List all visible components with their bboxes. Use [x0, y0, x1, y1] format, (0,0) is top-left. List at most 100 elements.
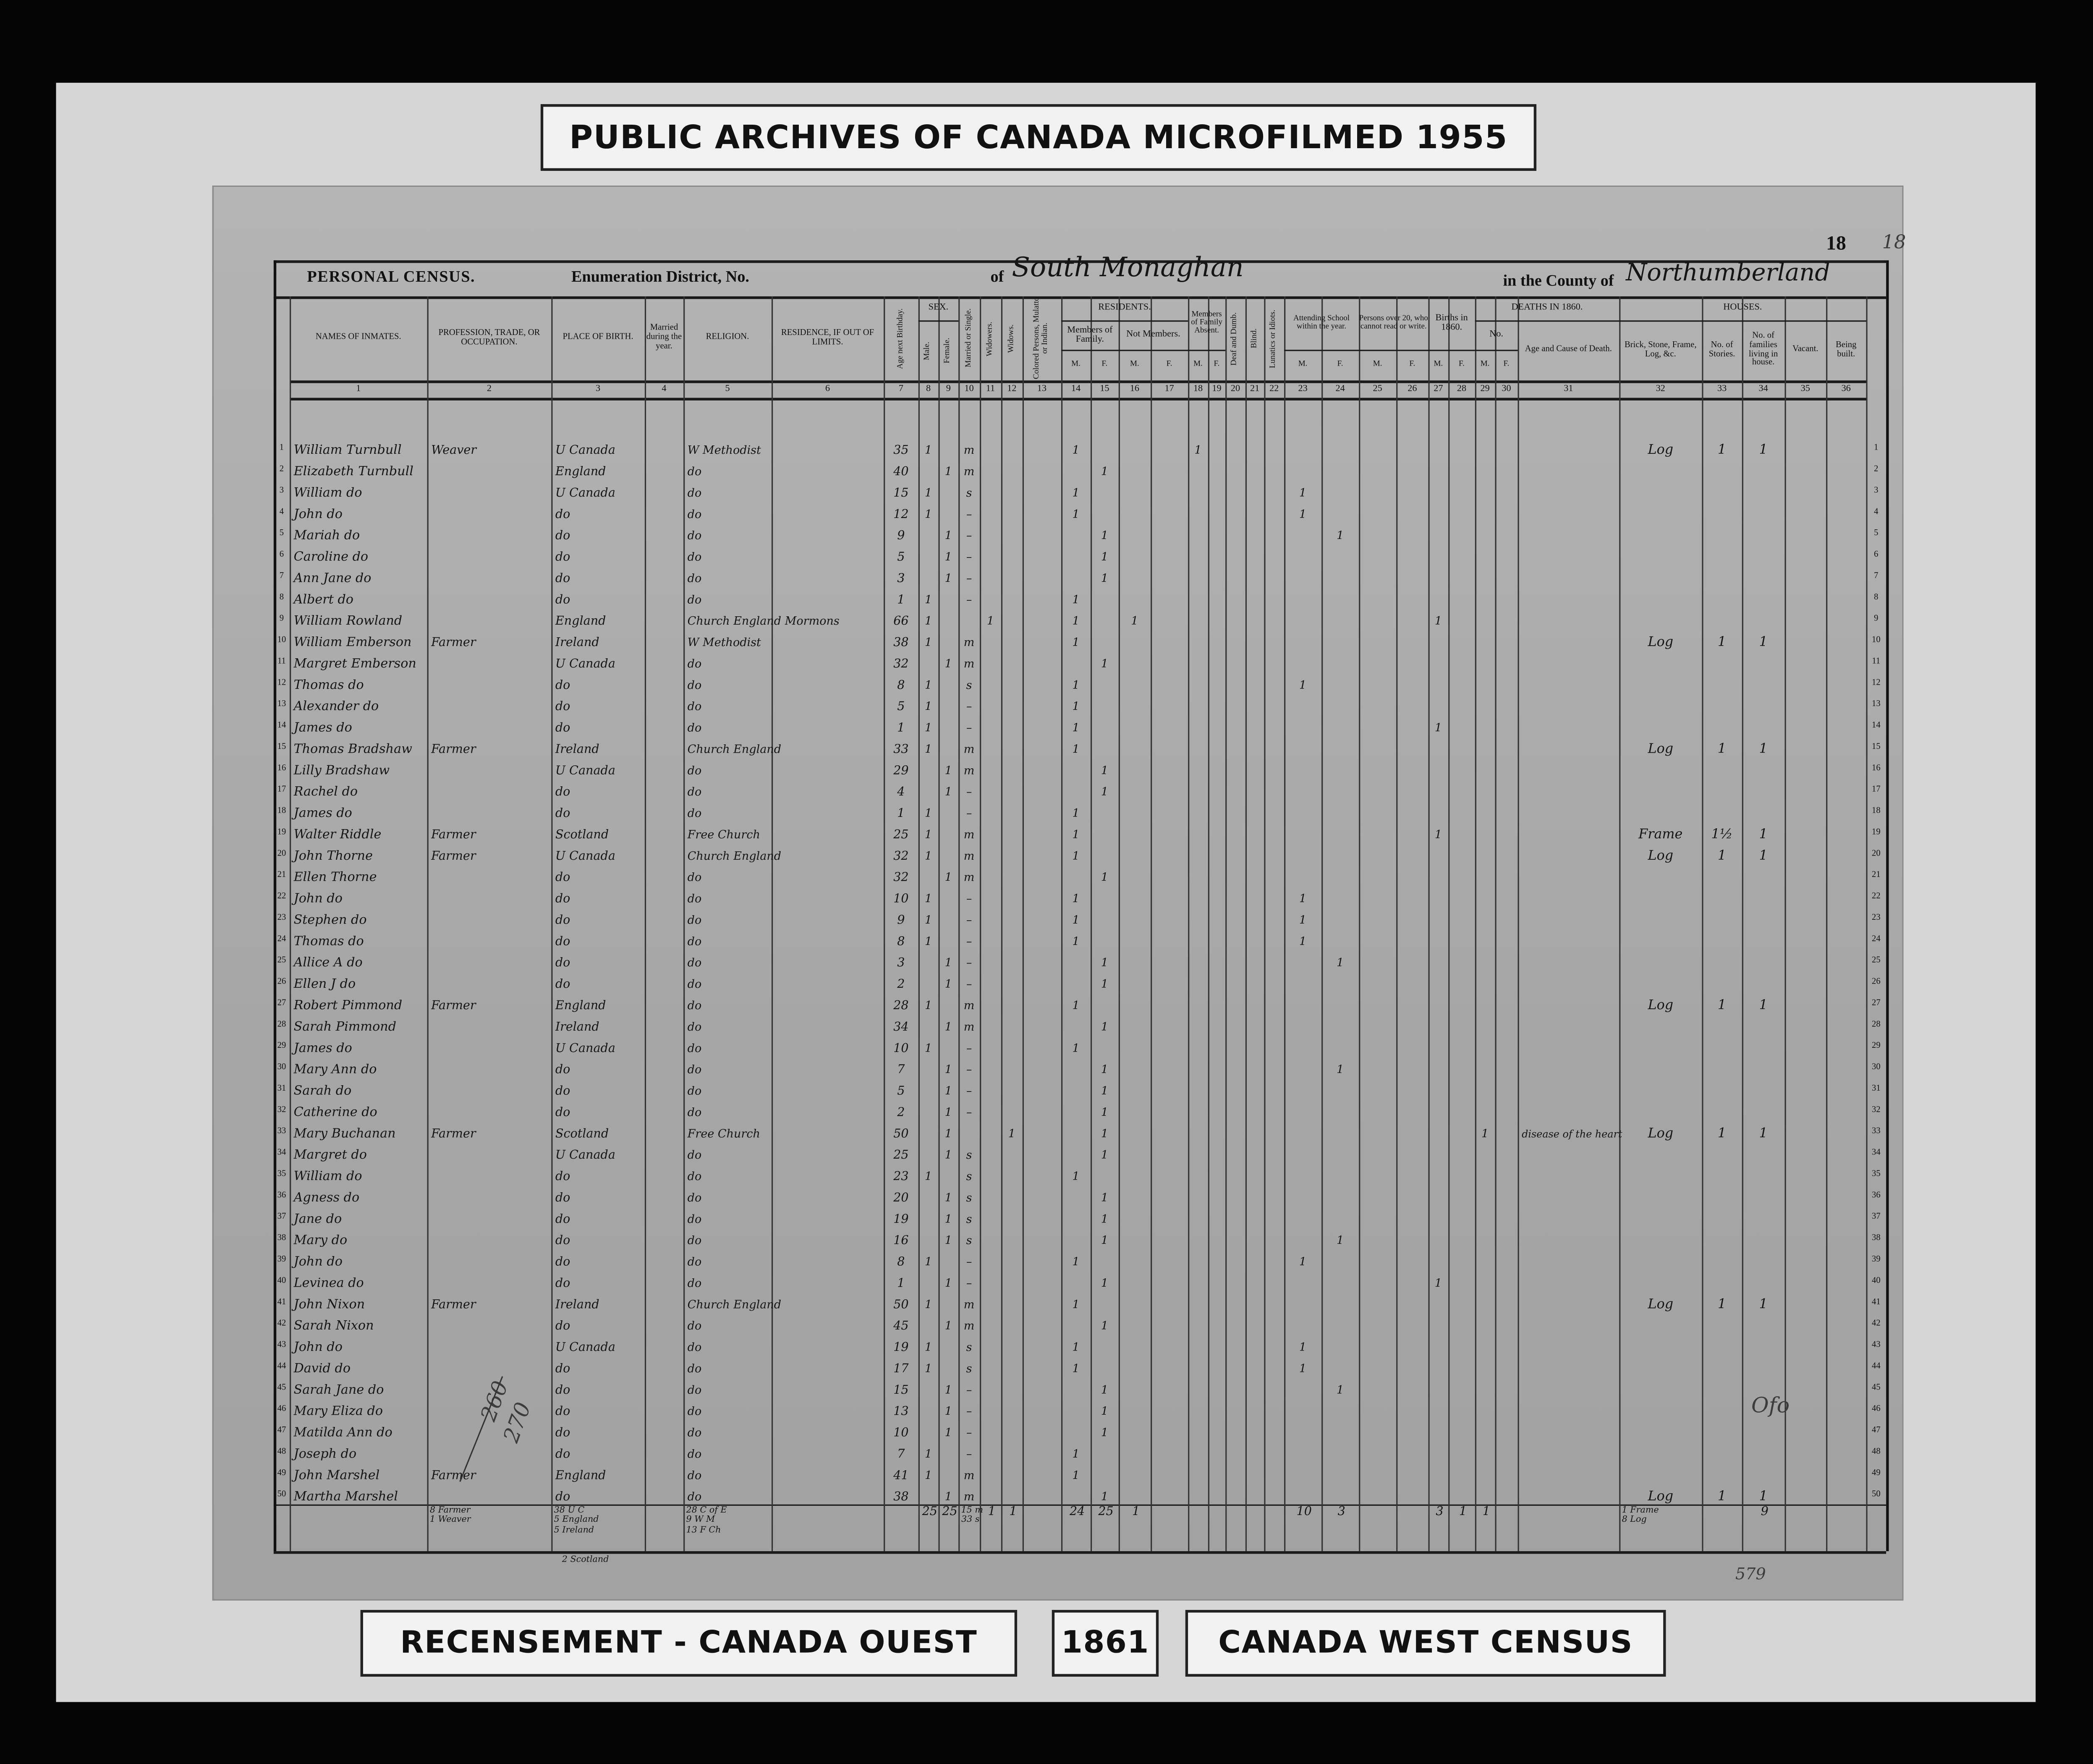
cell-col-9: 1 — [944, 1235, 952, 1248]
cell-col-3: do — [555, 594, 570, 607]
cell-col-14: 1 — [1072, 444, 1080, 458]
cell-col-7: 9 — [897, 914, 905, 928]
column-header-label: M. — [1434, 361, 1443, 369]
cell-col-1: James do — [293, 806, 352, 821]
cell-col-14: 1 — [1072, 594, 1080, 607]
cell-col-3: do — [555, 1491, 570, 1505]
column-header-29: M. — [1475, 350, 1495, 380]
cell-col-3: England — [555, 615, 606, 629]
cell-col-12: 1 — [1008, 1128, 1015, 1141]
row-number-left: 41 — [277, 1297, 286, 1307]
cell-col-14: 1 — [1072, 722, 1080, 736]
cell-col-10: m — [963, 1491, 975, 1505]
column-header-label: Colored Persons, Mulatto or Indian. — [1033, 297, 1050, 379]
cell-col-1: Thomas Bradshaw — [293, 742, 412, 757]
cell-col-3: do — [555, 1384, 570, 1398]
cell-col-1: William Emberson — [293, 635, 412, 650]
cell-col-1: Sarah do — [293, 1084, 352, 1099]
cell-col-5: do — [687, 1213, 702, 1227]
cell-col-1: Allice A do — [293, 955, 363, 971]
cell-col-10: – — [966, 936, 972, 949]
row-number-right: 27 — [1872, 998, 1881, 1008]
cell-col-10: s — [966, 1213, 972, 1227]
column-header-9: Female. — [938, 320, 958, 380]
column-number: 18 — [1193, 383, 1203, 394]
cell-col-10: s — [966, 1363, 972, 1377]
column-header-label: Vacant. — [1792, 344, 1818, 354]
cell-col-3: do — [555, 1320, 570, 1334]
house-col-32: Log — [1648, 443, 1674, 458]
header-bottom-rule — [290, 380, 1866, 383]
house-col-33: 1½ — [1711, 827, 1733, 843]
cell-col-3: do — [555, 1085, 570, 1099]
cell-col-1: David do — [293, 1361, 351, 1377]
cell-col-5: do — [687, 594, 702, 607]
district-name: South Monaghan — [1012, 251, 1244, 283]
row-number-right: 6 — [1874, 550, 1878, 560]
totals-rule — [273, 1504, 1886, 1506]
column-header-label: Age and Cause of Death. — [1525, 344, 1612, 354]
row-number-left: 18 — [277, 806, 286, 816]
column-number: 9 — [946, 383, 951, 394]
cell-col-5: do — [687, 551, 702, 565]
cell-col-8: 1 — [924, 829, 932, 843]
group-header-not-members: Not Members. — [1126, 329, 1180, 340]
cell-col-5: do — [687, 573, 702, 586]
cell-col-3: do — [555, 1427, 570, 1441]
row-number-right: 29 — [1872, 1041, 1881, 1051]
cell-col-14: 1 — [1072, 636, 1080, 650]
column-header-label: Male. — [924, 341, 932, 360]
cell-col-1: Agness do — [293, 1191, 360, 1206]
cell-col-3: U Canada — [555, 850, 615, 864]
cell-col-7: 34 — [893, 1021, 909, 1035]
cell-col-7: 23 — [893, 1170, 909, 1184]
cell-col-10: m — [963, 1299, 975, 1312]
cell-col-5: do — [687, 722, 702, 736]
house-col-33: 1 — [1717, 1297, 1727, 1312]
table-bottom-rule — [273, 1551, 1886, 1554]
cell-col-10: – — [966, 1064, 972, 1078]
row-number-left: 9 — [279, 614, 284, 624]
cell-col-5: do — [687, 1149, 702, 1163]
cell-col-14: 1 — [1072, 850, 1080, 864]
column-line — [1151, 296, 1152, 1552]
row-number-left: 37 — [277, 1212, 286, 1222]
column-header-19: F. — [1208, 350, 1225, 380]
cell-col-10: – — [966, 1448, 972, 1462]
row-number-left: 1 — [279, 443, 284, 453]
cell-col-1: John do — [293, 1340, 343, 1355]
cell-col-5: do — [687, 1042, 702, 1056]
total-col-11: 1 — [988, 1505, 996, 1519]
cell-col-10: – — [966, 701, 972, 714]
table-top-rule — [273, 260, 1886, 263]
cell-col-3: Ireland — [555, 636, 599, 650]
column-line — [918, 296, 920, 1552]
column-number: 6 — [825, 383, 830, 394]
column-number: 31 — [1564, 383, 1573, 394]
cell-col-10: – — [966, 807, 972, 821]
cell-col-14: 1 — [1072, 508, 1080, 522]
cell-col-5: do — [687, 679, 702, 693]
cell-col-10: m — [963, 658, 975, 672]
cell-col-7: 13 — [893, 1405, 909, 1419]
cell-col-7: 5 — [897, 551, 905, 565]
column-header-label: NAMES OF INMATES. — [315, 332, 401, 342]
column-header-label: Widowers. — [986, 321, 994, 356]
cell-col-14: 1 — [1072, 807, 1080, 821]
row-number-left: 36 — [277, 1191, 286, 1200]
column-header-2: PROFESSION, TRADE, OR OCCUPATION. — [427, 296, 552, 380]
house-col-32: Log — [1648, 635, 1674, 650]
cell-col-5: do — [687, 1427, 702, 1441]
row-number-left: 32 — [277, 1105, 286, 1115]
cell-col-5: Free Church — [687, 829, 760, 843]
total-col-8: 25 — [922, 1505, 937, 1519]
row-number-right: 40 — [1872, 1276, 1881, 1286]
house-col-33: 1 — [1717, 1126, 1727, 1141]
column-header-21: Blind. — [1245, 296, 1264, 380]
header-top-rule — [273, 296, 1886, 298]
cell-col-8: 1 — [924, 508, 932, 522]
cell-col-5: do — [687, 765, 702, 778]
cell-col-7: 3 — [897, 573, 905, 586]
cell-col-3: do — [555, 1192, 570, 1206]
cell-col-3: do — [555, 530, 570, 544]
